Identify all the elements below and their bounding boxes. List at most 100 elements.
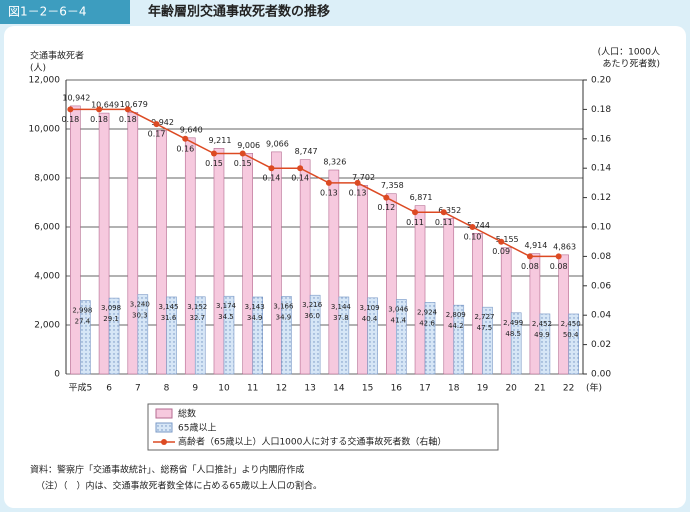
x-tick-label: 17 <box>419 384 430 394</box>
bar-total <box>328 169 340 375</box>
value-label: 4,863 <box>553 242 576 251</box>
figure-number: 図1－2－6－4 <box>8 5 87 19</box>
share-label: 32.7 <box>189 314 205 322</box>
bar-elderly <box>252 296 263 375</box>
x-tick-label: 14 <box>333 384 345 394</box>
rate-label: 0.08 <box>521 262 539 271</box>
note: （注）（ ）内は、交通事故死者数全体に占める65歳以上人口の割合。 <box>36 480 322 492</box>
value-label: 2,452 <box>532 320 552 328</box>
x-tick-label: 10 <box>218 384 230 394</box>
x-tick-label: 13 <box>304 384 315 394</box>
x-tick-label: 8 <box>164 384 170 394</box>
value-label: 3,216 <box>302 301 323 309</box>
share-label: 29.1 <box>103 315 119 323</box>
rate-label: 0.18 <box>61 115 79 124</box>
y-tick-label: 0 <box>54 370 60 380</box>
source-note: 資料：警察庁「交通事故統計」、総務省「人口推計」より内閣府作成 <box>30 464 304 476</box>
rate-label: 0.17 <box>148 130 166 139</box>
value-label: 2,809 <box>446 311 466 319</box>
y-axis-title: 交通事故死者 <box>30 50 84 62</box>
bar-elderly <box>309 294 321 375</box>
value-label: 3,098 <box>101 304 121 312</box>
x-tick-label: 12 <box>276 384 287 394</box>
x-tick-label: 20 <box>505 384 517 394</box>
value-label: 8,747 <box>295 147 318 156</box>
bar-total <box>500 247 512 375</box>
y2-tick-label: 0.12 <box>591 193 611 203</box>
y-tick-label: 6,000 <box>34 223 60 233</box>
bar-elderly <box>367 297 378 375</box>
bar-elderly <box>166 296 177 375</box>
value-label: 9,942 <box>151 118 174 127</box>
y-axis-title: (人) <box>30 63 46 74</box>
rate-label: 0.11 <box>435 218 453 227</box>
rate-label: 0.13 <box>349 188 367 197</box>
bar-total <box>242 153 253 375</box>
bar-total <box>70 105 81 375</box>
share-label: 36.0 <box>304 312 320 320</box>
bar-elderly <box>338 296 350 375</box>
value-label: 2,727 <box>474 313 494 321</box>
value-label: 3,144 <box>331 303 352 311</box>
y-tick-label: 12,000 <box>29 76 61 86</box>
bar-total <box>386 193 397 375</box>
y2-tick-label: 0.14 <box>591 164 611 174</box>
legend-label: 65歳以上 <box>178 422 216 434</box>
legend-swatch <box>155 422 173 433</box>
rate-marker <box>412 209 419 216</box>
rate-label: 0.12 <box>377 203 395 212</box>
rate-marker <box>325 179 332 186</box>
x-tick-label: 18 <box>448 384 460 394</box>
value-label: 6,871 <box>410 193 433 202</box>
value-label: 10,649 <box>91 101 119 110</box>
rate-label: 0.16 <box>176 144 194 153</box>
legend-label: 総数 <box>178 408 196 420</box>
rate-marker <box>67 106 74 113</box>
share-label: 50.4 <box>563 331 579 339</box>
rate-marker <box>153 121 160 128</box>
value-label: 2,924 <box>417 308 438 316</box>
bar-elderly <box>223 295 235 375</box>
value-label: 9,640 <box>180 125 203 134</box>
bar-total <box>271 151 282 375</box>
bar-elderly <box>396 299 407 375</box>
rate-marker <box>498 238 505 245</box>
value-label: 2,450 <box>561 320 581 328</box>
rate-marker <box>268 165 275 172</box>
legend-marker <box>161 439 167 445</box>
value-label: 3,145 <box>159 303 179 311</box>
value-label: 3,152 <box>187 303 207 311</box>
share-label: 49.9 <box>534 331 550 339</box>
x-axis-unit: (年) <box>586 382 602 394</box>
bar-total <box>98 112 110 375</box>
share-label: 30.3 <box>132 312 148 320</box>
y2-axis-title: (人口：1000人 <box>598 47 660 58</box>
bar-elderly <box>424 302 436 375</box>
share-label: 44.2 <box>448 322 464 330</box>
chart-title: 年齢層別交通事故死者数の推移 <box>148 4 330 20</box>
x-tick-label: 21 <box>534 384 545 394</box>
y2-tick-label: 0.16 <box>591 134 611 144</box>
value-label: 9,006 <box>237 141 260 150</box>
share-label: 41.4 <box>391 316 407 324</box>
bar-elderly <box>568 313 579 375</box>
y-tick-label: 10,000 <box>29 125 61 135</box>
bar-elderly <box>453 304 465 375</box>
share-label: 31.6 <box>161 314 177 322</box>
bar-total <box>184 137 196 375</box>
rate-label: 0.10 <box>464 233 482 242</box>
rate-marker <box>96 106 103 113</box>
value-label: 7,358 <box>381 181 404 190</box>
value-label: 3,109 <box>360 304 380 312</box>
y-tick-label: 4,000 <box>34 272 60 282</box>
y-tick-label: 2,000 <box>34 321 60 331</box>
share-label: 34.9 <box>247 314 263 322</box>
bar-elderly <box>194 296 206 375</box>
value-label: 10,942 <box>62 93 90 102</box>
y2-tick-label: 0.00 <box>591 370 611 380</box>
bar-total <box>357 185 368 375</box>
share-label: 42.6 <box>419 319 435 327</box>
value-label: 10,679 <box>120 100 148 109</box>
rate-label: 0.13 <box>320 188 338 197</box>
